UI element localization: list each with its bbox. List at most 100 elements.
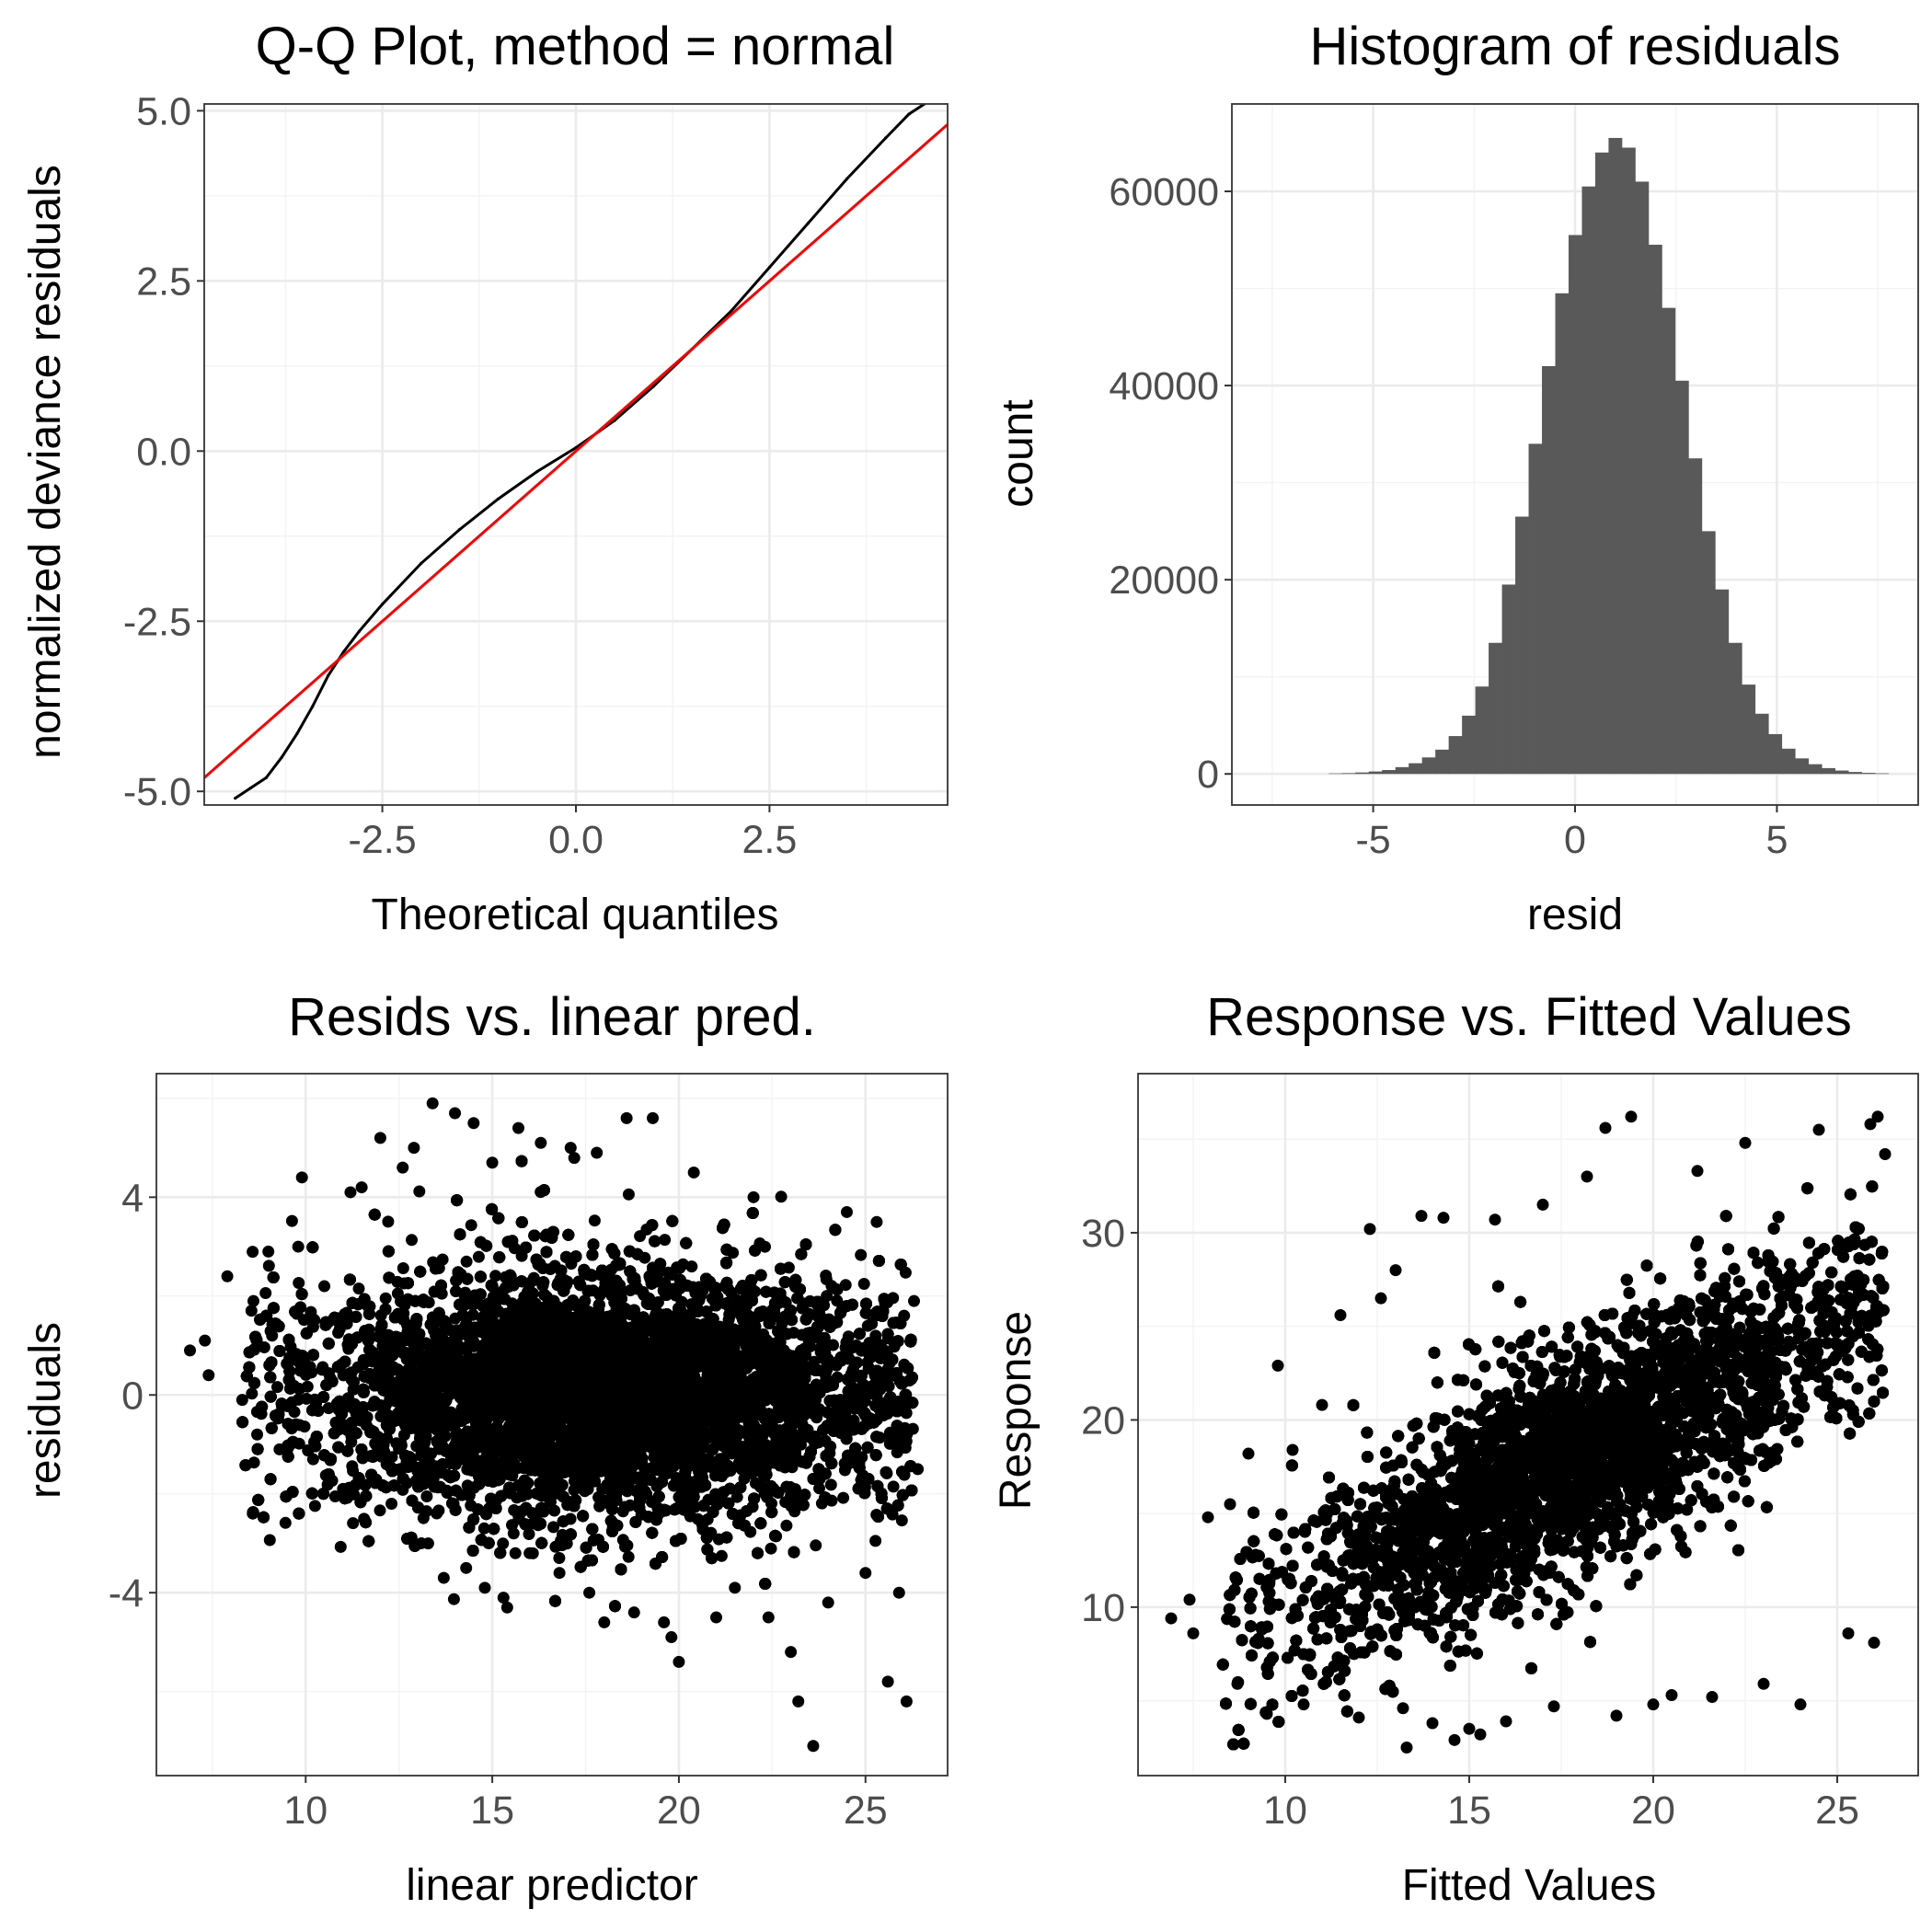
histogram-bar — [1674, 380, 1689, 775]
histogram-bar — [1435, 749, 1450, 775]
resid-vs-linear-pred-point — [489, 1270, 502, 1282]
qq-sample-point — [248, 786, 253, 790]
resid-vs-linear-pred-point — [659, 1234, 672, 1247]
histogram-bar — [1848, 772, 1862, 775]
resid-vs-linear-pred-point — [622, 1188, 635, 1201]
resid-vs-linear-pred-point — [271, 1381, 283, 1394]
resid-vs-linear-pred-point — [346, 1460, 359, 1473]
qq-sample-point — [264, 776, 268, 780]
resid-vs-linear-pred-point — [831, 1294, 844, 1307]
resid-vs-linear-pred-point — [347, 1517, 360, 1530]
qq-sample-point — [311, 705, 315, 708]
histogram-x-tick-label: 5 — [1765, 818, 1788, 862]
resid-vs-linear-pred-point — [460, 1255, 473, 1268]
resid-vs-linear-pred-point — [293, 1277, 305, 1289]
histogram-bar — [1328, 773, 1343, 775]
resid-vs-linear-pred-point — [258, 1341, 270, 1353]
resid-vs-linear-pred-point — [813, 1482, 825, 1495]
resid-vs-linear-pred-point — [406, 1234, 418, 1247]
qq-sample-point — [341, 650, 346, 654]
resid-vs-linear-pred-point — [827, 1339, 839, 1351]
histogram-marks — [1328, 137, 1889, 775]
histogram-y-tick-label: 20000 — [1109, 558, 1219, 603]
histogram-bar — [1608, 137, 1623, 775]
histogram-bar — [1581, 186, 1596, 775]
qq-plot-marks — [204, 104, 948, 800]
resid-vs-linear-pred-point — [774, 1287, 787, 1300]
resid-vs-linear-pred-point — [715, 1549, 728, 1562]
histogram-bar — [1781, 748, 1796, 775]
histogram-bar — [1768, 733, 1783, 775]
qq-sample-point — [234, 797, 237, 800]
resid-vs-linear-pred-point — [246, 1387, 259, 1400]
resid-vs-linear-pred-point — [382, 1215, 395, 1228]
qq-plot-x-axis-label: Theoretical quantiles — [372, 891, 779, 939]
resid-vs-linear-pred-point — [810, 1539, 822, 1552]
histogram-bar — [1528, 443, 1543, 775]
histogram-bar — [1715, 589, 1730, 775]
resid-vs-linear-pred-point — [316, 1363, 328, 1376]
resid-vs-linear-pred-point — [379, 1292, 392, 1305]
resid-vs-linear-pred-point — [497, 1537, 510, 1550]
resid-vs-linear-pred-point — [420, 1490, 433, 1502]
histogram-y-axis-label: count — [994, 399, 1042, 507]
resid-vs-linear-pred-point — [352, 1282, 365, 1295]
resid-vs-linear-pred-point — [509, 1547, 522, 1559]
qq-sample-point — [327, 673, 330, 678]
histogram-bar — [1568, 235, 1582, 775]
histogram-bar — [1421, 757, 1436, 775]
histogram-bar — [1355, 772, 1370, 775]
resid-vs-linear-pred-point — [472, 1250, 485, 1263]
histogram-bar — [1489, 642, 1502, 775]
resid-vs-linear-pred-point — [869, 1535, 882, 1547]
resid-vs-linear-pred-point — [465, 1219, 477, 1232]
resid-vs-linear-pred-point — [292, 1393, 305, 1406]
resid-vs-linear-pred-point — [847, 1414, 860, 1427]
qq-sample-point — [357, 629, 361, 633]
resid-vs-linear-pred-point — [466, 1308, 479, 1321]
histogram-bar — [1475, 686, 1489, 775]
histogram-bar — [1728, 642, 1742, 775]
qq-plot-y-tick-label: -2.5 — [123, 600, 191, 644]
resid-vs-linear-pred-point — [547, 1521, 559, 1534]
histogram-bar — [1701, 531, 1716, 775]
resid-vs-linear-pred-point — [477, 1522, 490, 1535]
resid-vs-linear-pred-point — [887, 1480, 900, 1493]
qq-plot-y-tick-label: 2.5 — [136, 259, 191, 304]
resid-vs-linear-pred-x-axis-label: linear predictor — [406, 1861, 698, 1910]
qq-sample-point — [907, 112, 911, 116]
qq-sample-point — [458, 527, 462, 531]
resid-vs-linear-pred-point — [450, 1285, 462, 1298]
histogram-bar — [1834, 770, 1849, 775]
resid-vs-linear-pred-point — [568, 1152, 581, 1165]
resid-vs-linear-pred-point — [895, 1514, 908, 1527]
qq-plot-title: Q-Q Plot, method = normal — [256, 17, 895, 76]
resid-vs-linear-pred-point — [447, 1593, 460, 1605]
resid-vs-linear-pred-point — [308, 1500, 321, 1512]
resid-vs-linear-pred-point — [431, 1507, 443, 1520]
resid-vs-linear-pred-point — [553, 1552, 566, 1564]
resid-vs-linear-pred-point — [397, 1262, 409, 1274]
histogram-bar — [1542, 365, 1556, 775]
qq-plot-panel: Q-Q Plot, method = normal Theoretical qu… — [21, 17, 949, 939]
resid-vs-linear-pred-point — [247, 1246, 259, 1259]
resid-vs-linear-pred-point — [328, 1490, 341, 1502]
histogram-bar — [1409, 763, 1423, 775]
qq-sample-point — [767, 265, 772, 270]
resid-vs-linear-pred-point — [259, 1287, 272, 1299]
histogram-bar — [1341, 773, 1356, 775]
resid-vs-linear-pred-point — [622, 1550, 635, 1563]
histogram-y-tick-label: 0 — [1197, 753, 1219, 797]
resid-vs-linear-pred-point — [279, 1516, 292, 1529]
histogram-bar — [1621, 147, 1636, 775]
histogram-bar — [1594, 152, 1609, 775]
qq-plot-x-tick-label: 0.0 — [548, 818, 604, 862]
histogram-bar — [1688, 458, 1703, 775]
resid-vs-linear-pred-point — [588, 1214, 601, 1227]
qq-sample-point — [497, 497, 500, 500]
qq-sample-point — [845, 177, 849, 180]
resid-vs-linear-pred-point — [837, 1491, 850, 1504]
resid-vs-linear-pred-point — [374, 1504, 386, 1517]
resid-vs-linear-pred-point — [285, 1214, 298, 1227]
histogram-x-tick-label: -5 — [1355, 818, 1390, 862]
